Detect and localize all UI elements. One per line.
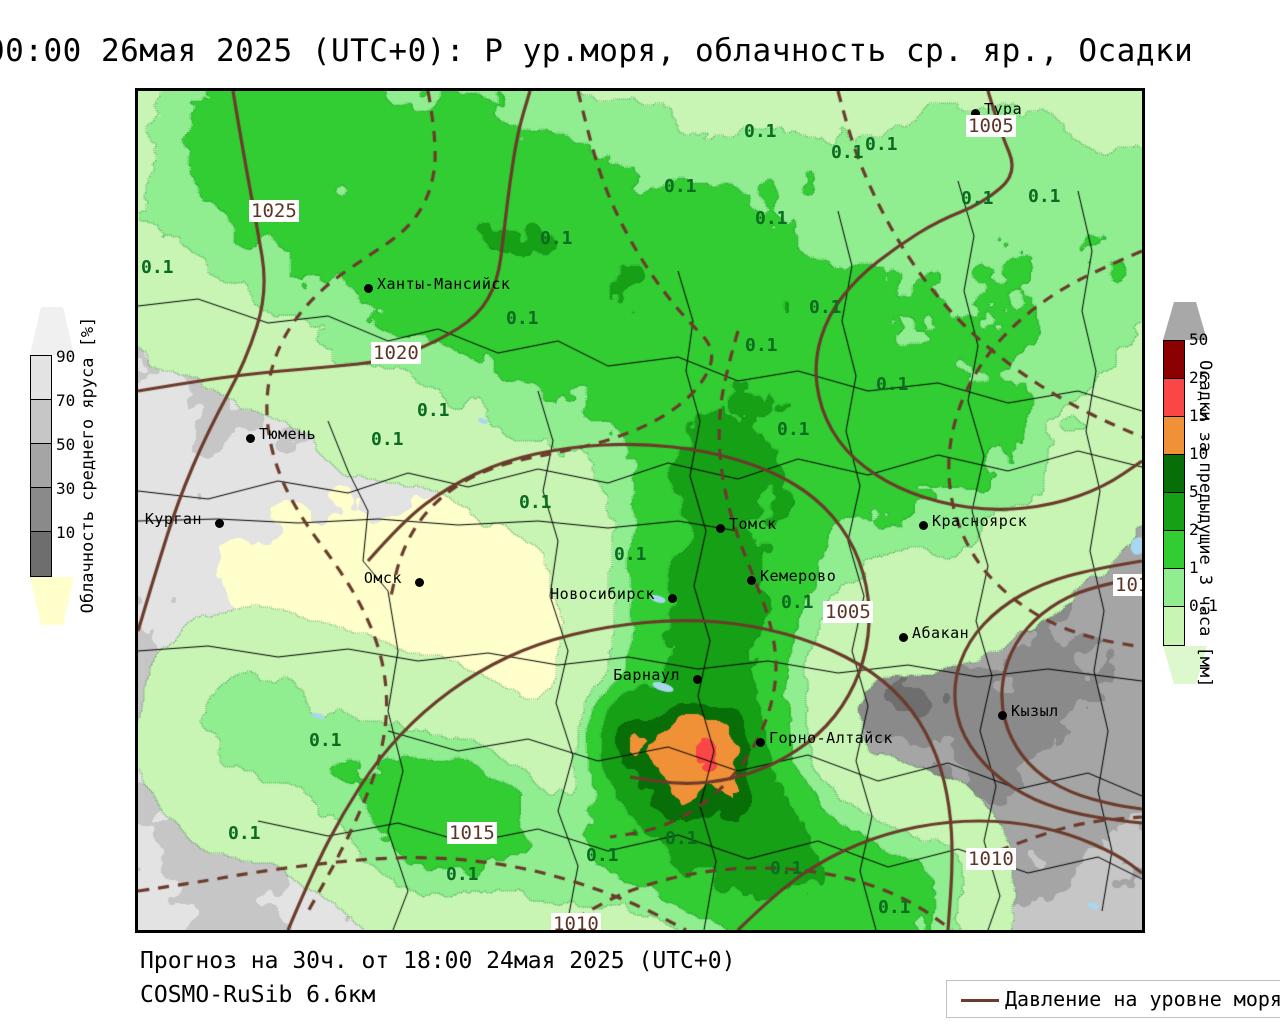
title-bar: 00:00 26мая 2025 (UTC+0): P ур.моря, обл… xyxy=(0,30,1280,76)
colorbar-tick-label: 0.1 xyxy=(1189,596,1218,615)
colorbar-top-arrow xyxy=(30,307,74,355)
colorbar-swatch xyxy=(31,400,51,444)
colorbar-swatch xyxy=(1164,569,1184,607)
colorbar-tick-label: 50 xyxy=(1189,330,1209,349)
colorbar-swatches xyxy=(1163,340,1185,646)
colorbar-tick-label: 5 xyxy=(1189,482,1199,501)
map-canvas xyxy=(138,91,1142,930)
pressure-legend-label: Давление на уровне моря xyxy=(1005,987,1280,1011)
colorbar-swatch xyxy=(1164,417,1184,455)
colorbar-tick-label: 50 xyxy=(56,435,76,454)
colorbar-tick-label: 30 xyxy=(56,479,76,498)
precipitation-legend-title: Осадки за предыдущие 3 часа [мм] xyxy=(1195,360,1215,688)
page-title: 00:00 26мая 2025 (UTC+0): P ур.моря, обл… xyxy=(0,33,1194,69)
colorbar-top-arrow xyxy=(1163,302,1207,340)
colorbar-swatch xyxy=(31,444,51,488)
cloud-legend-title: Облачность среднего яруса [%] xyxy=(78,316,98,614)
colorbar-swatch xyxy=(31,532,51,576)
forecast-caption: Прогноз на 30ч. от 18:00 24мая 2025 (UTC… xyxy=(140,948,736,974)
precipitation-legend: 50 25 15 10 5 2 1 0.1 Осадки за предыдущие 3 ча… xyxy=(1163,302,1273,700)
colorbar-swatch xyxy=(1164,607,1184,645)
colorbar-swatches xyxy=(30,355,52,577)
colorbar-tick-label: 15 xyxy=(1189,406,1209,425)
colorbar-swatch xyxy=(1164,455,1184,493)
colorbar-tick-label: 10 xyxy=(1189,444,1209,463)
colorbar-bottom-arrow xyxy=(1163,646,1207,684)
colorbar-swatch xyxy=(1164,341,1184,379)
colorbar-swatch xyxy=(1164,493,1184,531)
colorbar-bottom-arrow xyxy=(30,577,74,625)
weather-map: Тура Ханты-Мансийск Тюмень Курган Омск Томск К… xyxy=(135,88,1145,933)
colorbar-swatch xyxy=(1164,531,1184,569)
colorbar-tick-label: 2 xyxy=(1189,520,1199,539)
colorbar-swatch xyxy=(1164,379,1184,417)
colorbar-swatch xyxy=(31,356,51,400)
cloud-cover-legend: Облачность среднего яруса [%] 90 70 50 30 10 xyxy=(30,307,130,675)
colorbar-tick-label: 10 xyxy=(56,523,76,542)
sea-level-pressure-legend: Давление на уровне моря xyxy=(946,980,1280,1018)
colorbar-tick-label: 70 xyxy=(56,391,76,410)
pressure-line-swatch xyxy=(961,999,999,1002)
colorbar-tick-label: 25 xyxy=(1189,368,1209,387)
model-caption: COSMO-RuSib 6.6км xyxy=(140,982,376,1008)
colorbar-tick-label: 90 xyxy=(56,347,76,366)
colorbar-swatch xyxy=(31,488,51,532)
colorbar-tick-label: 1 xyxy=(1189,558,1199,577)
